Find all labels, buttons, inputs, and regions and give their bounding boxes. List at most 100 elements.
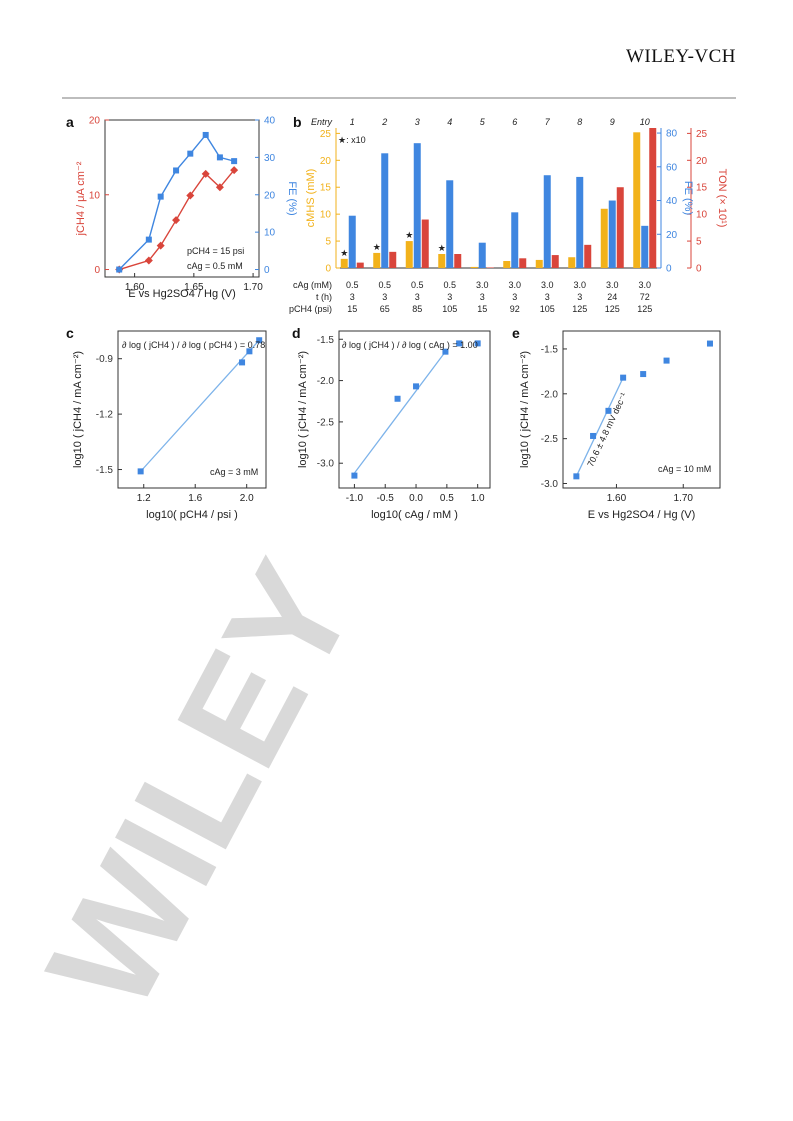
panel-b-bar-cMHS	[373, 252, 381, 268]
panel-b-table-cAg: 3.0	[573, 280, 586, 290]
panel-d-x-tick-label: -0.5	[377, 493, 395, 504]
publisher-logo: WILEY-VCH	[626, 46, 737, 67]
panel-c-data-point	[256, 337, 263, 344]
panel-b-row-label: t (h)	[316, 292, 332, 302]
panel-b-y3-axis-label: TON (× 10¹)	[716, 169, 728, 228]
panel-d-x-tick-label: -1.0	[346, 493, 364, 504]
panel-a-x-tick-label: 1.70	[243, 282, 263, 293]
panel-b-bar-FE	[478, 242, 486, 268]
panel-d-data-point	[351, 472, 358, 479]
panel-e-y-tick-label: -3.0	[541, 479, 559, 490]
panel-b-y2-tick-label: 20	[666, 230, 678, 241]
panel-c-data-point	[239, 359, 246, 366]
panel-d-data-point	[474, 340, 481, 347]
panel-a-y2-tick-label: 30	[264, 153, 276, 164]
panel-a-annotation-pressure: pCH4 = 15 psi	[187, 246, 244, 256]
panel-c-x-tick-label: 1.2	[137, 493, 151, 504]
panel-a-y-axis-label: jCH4 / μA cm⁻²	[75, 161, 87, 236]
panel-e-y-tick-label: -1.5	[541, 344, 559, 355]
panel-a-series-1-point	[187, 150, 194, 157]
panel-b-table-t: 3	[577, 292, 582, 302]
panel-b-table-t: 3	[415, 292, 420, 302]
panel-b-bar-FE	[348, 215, 356, 268]
panel-b-bar-TON	[389, 251, 397, 268]
panel-a-series-1-point	[202, 131, 209, 138]
panel-b-table-cAg: 3.0	[638, 280, 651, 290]
panel-b-y-axis-label: cMHS (mM)	[305, 169, 317, 228]
panel-e-data-point	[573, 473, 580, 480]
panel-b-table-cAg: 0.5	[443, 280, 456, 290]
panel-b-bar-cMHS	[535, 259, 543, 268]
panel-b-table-cAg: 0.5	[346, 280, 359, 290]
panel-b-table-t: 3	[382, 292, 387, 302]
panel-b-star-marker: ★	[405, 230, 413, 240]
panel-b-chart: 0 5 10 15 20 25 0 20 40 60 80 0 5 10 15 20 25 1 ★ 0.5 3 15 2 ★ 0…	[289, 117, 728, 314]
panel-c-x-tick-label: 2.0	[240, 493, 254, 504]
panel-c-y-tick-label: -1.5	[96, 465, 114, 476]
panel-b-y-tick-label: 10	[320, 210, 332, 221]
panel-a-series-0-point	[201, 169, 210, 178]
panel-a-series-0-point	[172, 216, 181, 225]
panel-b-y-tick-label: 5	[325, 237, 331, 248]
panel-e-data-point	[663, 357, 670, 364]
panel-b-entry-number: 9	[610, 117, 615, 127]
panel-b-entry-number: 7	[545, 117, 551, 127]
panel-b-y-tick-label: 20	[320, 156, 332, 167]
panel-d-y-tick-label: -1.5	[317, 335, 335, 346]
panel-b-row-label: cAg (mM)	[293, 280, 332, 290]
panel-b-table-pCH4: 15	[477, 304, 487, 314]
panel-b-table-cAg: 3.0	[606, 280, 619, 290]
panel-b-table-pCH4: 65	[380, 304, 390, 314]
panel-d-equation: ∂ log ( jCH4 ) / ∂ log ( cAg ) = 1.00	[342, 340, 478, 350]
panel-e-y-tick-label: -2.0	[541, 389, 559, 400]
panel-b-bar-FE	[511, 212, 519, 268]
panel-d-x-tick-label: 0.5	[440, 493, 454, 504]
panel-b-y2-tick-label: 0	[666, 264, 672, 275]
panel-d-data-point	[413, 383, 420, 390]
panel-e-fit-line	[575, 377, 624, 477]
panel-b-entry-number: 1	[350, 117, 355, 127]
panel-b-table-t: 72	[640, 292, 650, 302]
panel-a-series-line-1	[118, 133, 235, 271]
panel-a-x-tick-label: 1.65	[184, 282, 204, 293]
panel-c-data-point	[246, 348, 253, 355]
panel-letter-e: e	[512, 325, 520, 341]
panel-a-series-1-point	[231, 158, 238, 165]
panel-d-x-axis-label: log10( cAg / mM )	[371, 509, 458, 521]
panel-a-series-1-point	[216, 154, 223, 161]
panel-a-y2-tick-label: 40	[264, 116, 276, 127]
panel-a-series-0-point	[156, 241, 165, 250]
panel-d-y-tick-label: -2.0	[317, 376, 335, 387]
watermark: WILEY	[15, 537, 386, 1035]
panel-b-y3-tick-label: 0	[696, 264, 702, 275]
panel-c-data-point	[137, 468, 144, 475]
panel-e-y-tick-label: -2.5	[541, 434, 559, 445]
panel-b-table-pCH4: 105	[540, 304, 555, 314]
panel-c-x-tick-label: 1.6	[188, 493, 202, 504]
panel-b-bar-TON	[649, 128, 657, 268]
panel-b-row-label: pCH4 (psi)	[289, 304, 332, 314]
panel-a-series-1-point	[157, 193, 164, 200]
panel-b-table-t: 3	[350, 292, 355, 302]
panel-e-x-axis-label: E vs Hg2SO4 / Hg (V)	[588, 509, 696, 521]
panel-letter-a: a	[66, 114, 74, 130]
panel-b-table-t: 3	[545, 292, 550, 302]
panel-b-table-pCH4: 85	[412, 304, 422, 314]
panel-b-bar-FE	[543, 175, 551, 268]
panel-a-y2-tick-label: 10	[264, 228, 276, 239]
panel-e-annotation: cAg = 10 mM	[658, 464, 711, 474]
panel-b-entry-number: 8	[577, 117, 582, 127]
panel-e-x-tick-label: 1.60	[607, 493, 627, 504]
panel-b-bar-TON	[486, 267, 494, 268]
panel-b-y-tick-label: 25	[320, 129, 332, 140]
panel-d-chart: -1.0 -0.5 0.0 0.5 1.0 -3.0 -2.5 -2.0 -1.5 log10( …	[297, 330, 491, 521]
panel-b-bar-FE	[608, 200, 616, 268]
panel-b-y3-tick-label: 10	[696, 210, 708, 221]
panel-b-bar-cMHS	[633, 132, 641, 268]
panel-a-series-0-point	[144, 256, 153, 265]
panel-e-plot-frame	[562, 330, 721, 489]
panel-b-bar-TON	[551, 255, 559, 268]
panel-b-bar-FE	[446, 180, 454, 268]
panel-b-y3-tick-label: 15	[696, 183, 708, 194]
